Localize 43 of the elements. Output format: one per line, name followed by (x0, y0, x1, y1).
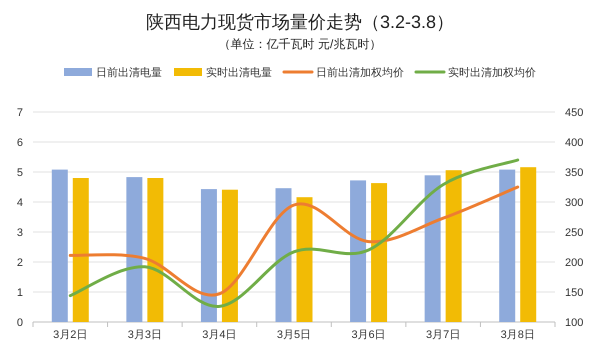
y2-tick-label: 150 (565, 287, 584, 299)
bar (424, 175, 441, 322)
bar (126, 177, 142, 322)
y-tick-label: 7 (16, 107, 23, 119)
bar (350, 180, 366, 322)
x-tick-label: 3月4日 (202, 329, 237, 341)
legend-label: 日前出清加权均价 (316, 66, 404, 79)
x-tick-label: 3月2日 (53, 329, 88, 341)
y-tick-label: 4 (16, 197, 23, 209)
y-tick-label: 3 (16, 227, 23, 239)
legend-label: 实时出清加权均价 (448, 66, 536, 79)
y2-tick-label: 350 (565, 167, 584, 179)
chart-subtitle: （单位：亿千瓦时 元/兆瓦时） (218, 37, 382, 51)
x-tick-label: 3月6日 (351, 329, 386, 341)
bar (52, 170, 68, 322)
x-tick-label: 3月8日 (500, 329, 535, 341)
bar (72, 178, 89, 322)
bar (371, 183, 388, 322)
x-tick-label: 3月7日 (426, 329, 460, 341)
bar (147, 178, 164, 322)
y2-tick-label: 400 (565, 137, 584, 149)
y-tick-label: 5 (16, 167, 23, 179)
y2-tick-label: 250 (565, 227, 584, 239)
y-tick-label: 2 (16, 257, 23, 269)
chart-title: 陕西电力现货市场量价走势（3.2-3.8） (146, 12, 454, 32)
y-tick-label: 6 (16, 137, 23, 149)
x-tick-label: 3月5日 (276, 329, 312, 341)
bar (222, 190, 238, 322)
bar (296, 197, 312, 322)
y2-tick-label: 100 (565, 317, 584, 329)
y2-tick-label: 300 (565, 197, 584, 209)
bar (446, 170, 462, 322)
bar (276, 188, 292, 322)
bar (499, 170, 516, 322)
bar (200, 189, 217, 322)
y2-tick-label: 450 (565, 107, 584, 119)
y-tick-label: 0 (16, 317, 23, 329)
y-tick-label: 1 (16, 287, 23, 299)
bar (520, 167, 536, 322)
legend-label: 日前出清电量 (96, 66, 162, 79)
y2-tick-label: 200 (565, 257, 584, 269)
x-tick-label: 3月3日 (128, 329, 162, 341)
legend-label: 实时出清电量 (206, 66, 272, 79)
